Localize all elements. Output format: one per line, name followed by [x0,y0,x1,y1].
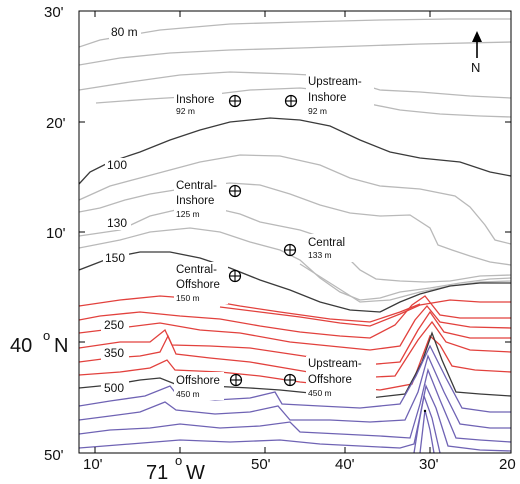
contour-label: 100 [107,158,127,172]
contour-grey [299,263,511,303]
station-marker-icon [229,373,243,387]
station-inshore: Inshore 92 m [174,92,242,118]
contour-250m [79,295,511,339]
station-name: Inshore [176,94,214,106]
contour-grey [95,87,511,118]
lon-major-hemisphere: W [186,462,205,484]
axis-ticks [79,11,511,453]
station-name: Offshore [308,374,352,386]
station-name: Offshore [176,279,220,291]
contour-label: 130 [107,216,127,230]
lat-tick-label: 20' [46,115,66,132]
station-name: Upstream- [308,358,362,370]
station-depth: 92 m [176,106,195,116]
contour-label: 350 [104,346,124,360]
lon-major-value: 71 [146,462,168,484]
contour-red [79,304,511,351]
contour-blue [79,354,511,429]
lat-tick-label: 50' [44,447,64,464]
contour-label: 500 [104,381,124,395]
station-depth: 450 m [308,388,332,398]
station-name: Central- [176,264,217,276]
contour-grey [79,182,511,266]
contour-label: 150 [105,251,125,265]
lat-major-unit: o [43,328,50,343]
contour-150m [79,251,511,313]
station-marker-icon [284,94,298,108]
contour-label-group: 80 m 100 130 150 250 350 500 [101,25,141,395]
station-upstream-inshore: Upstream- Inshore 92 m [284,74,374,118]
lon-tick-label: 30' [419,456,439,473]
station-marker-icon [283,373,297,387]
contour-blue-group [79,344,511,453]
station-central: Central 133 m [283,234,354,262]
station-name: Inshore [176,195,214,207]
seamount-marker-icon [423,409,427,413]
contour-100m [79,117,511,185]
station-central-offshore: Central- Offshore 150 m [174,262,242,304]
station-marker-icon [228,94,242,108]
north-arrow-icon [472,31,482,58]
station-name: Central [308,237,345,249]
lat-tick-label: 10' [46,225,66,242]
station-marker-icon [228,269,242,283]
station-name: Central- [176,180,217,192]
contour-label: 80 m [111,25,138,39]
contour-lines [79,18,511,453]
contour-red-group [79,295,511,391]
station-name: Inshore [308,92,346,104]
contour-red [79,295,421,323]
lon-tick-label: 40' [335,456,355,473]
station-name: Offshore [176,375,220,387]
station-marker-icon [283,243,297,257]
station-marker-icon [228,184,242,198]
station-offshore: Offshore 450 m [174,372,243,400]
lat-major-value: 40 [10,335,32,357]
contour-grey [79,41,511,66]
contour-blue [79,383,511,452]
station-depth: 92 m [308,106,327,116]
lat-tick-label: 30' [44,4,64,21]
contour-grey [79,227,511,301]
lon-tick-label: 10' [83,456,103,473]
contour-blue [413,393,441,453]
station-depth: 133 m [308,250,332,260]
north-label: N [471,60,480,75]
map-frame [78,10,512,454]
contour-red [219,299,511,327]
contour-blue [79,367,511,443]
station-name: Upstream- [308,76,362,88]
lat-major-hemisphere: N [54,335,68,357]
station-depth: 125 m [176,209,200,219]
station-central-inshore: Central- Inshore 125 m [174,178,242,220]
station-depth: 450 m [176,389,200,399]
contour-130m [79,206,511,283]
lon-tick-label: 20 [499,456,516,473]
lon-tick-label: 50' [251,456,271,473]
contour-red [79,320,511,379]
station-upstream-offshore: Upstream- Offshore 450 m [283,356,376,400]
contour-blue [79,344,511,413]
contour-label: 250 [104,318,124,332]
contour-grey [79,71,511,99]
lon-major-unit: o [175,453,182,468]
contour-grey [79,154,511,245]
station-depth: 150 m [176,293,200,303]
